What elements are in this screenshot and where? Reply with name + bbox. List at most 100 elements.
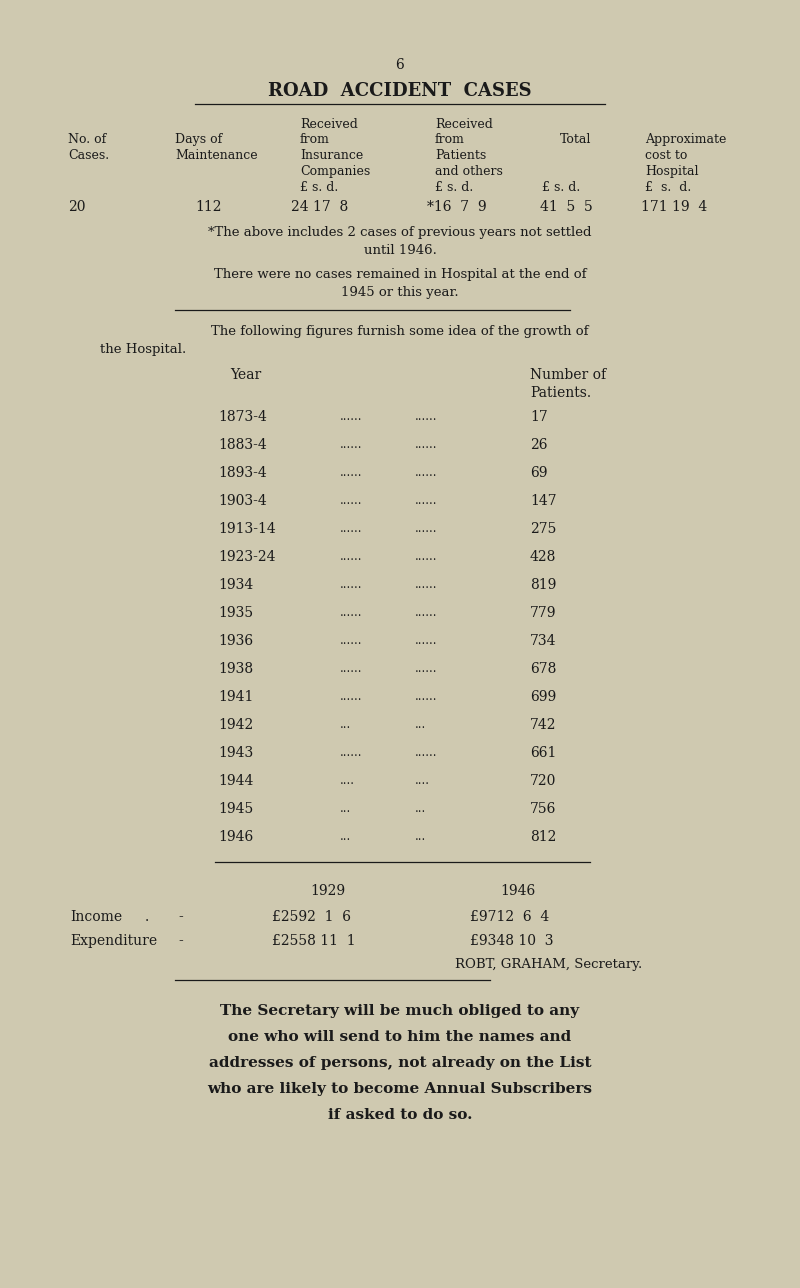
Text: ......: ......: [415, 522, 438, 535]
Text: 147: 147: [530, 495, 557, 507]
Text: ......: ......: [415, 410, 438, 422]
Text: ......: ......: [415, 438, 438, 451]
Text: and others: and others: [435, 165, 503, 178]
Text: 756: 756: [530, 802, 556, 817]
Text: ......: ......: [415, 605, 438, 620]
Text: 661: 661: [530, 746, 556, 760]
Text: who are likely to become Annual Subscribers: who are likely to become Annual Subscrib…: [207, 1082, 593, 1096]
Text: Hospital: Hospital: [645, 165, 698, 178]
Text: Companies: Companies: [300, 165, 370, 178]
Text: ...: ...: [340, 717, 351, 732]
Text: ......: ......: [340, 410, 362, 422]
Text: £9348 10  3: £9348 10 3: [470, 934, 554, 948]
Text: 1944: 1944: [218, 774, 254, 788]
Text: £ s. d.: £ s. d.: [542, 182, 580, 194]
Text: 17: 17: [530, 410, 548, 424]
Text: 1946: 1946: [500, 884, 535, 898]
Text: ......: ......: [340, 662, 362, 675]
Text: ......: ......: [340, 550, 362, 563]
Text: ......: ......: [415, 578, 438, 591]
Text: *The above includes 2 cases of previous years not settled: *The above includes 2 cases of previous …: [208, 225, 592, 240]
Text: There were no cases remained in Hospital at the end of: There were no cases remained in Hospital…: [214, 268, 586, 281]
Text: 69: 69: [530, 466, 547, 480]
Text: £ s. d.: £ s. d.: [300, 182, 338, 194]
Text: -: -: [178, 911, 182, 923]
Text: ....: ....: [340, 774, 355, 787]
Text: if asked to do so.: if asked to do so.: [328, 1108, 472, 1122]
Text: The Secretary will be much obliged to any: The Secretary will be much obliged to an…: [221, 1005, 579, 1018]
Text: 742: 742: [530, 717, 557, 732]
Text: 20: 20: [68, 200, 86, 214]
Text: 1935: 1935: [218, 605, 253, 620]
Text: The following figures furnish some idea of the growth of: The following figures furnish some idea …: [211, 325, 589, 337]
Text: ROBT, GRAHAM, Secretary.: ROBT, GRAHAM, Secretary.: [455, 958, 642, 971]
Text: 1903-4: 1903-4: [218, 495, 266, 507]
Text: ......: ......: [415, 495, 438, 507]
Text: ......: ......: [340, 746, 362, 759]
Text: ......: ......: [340, 578, 362, 591]
Text: Insurance: Insurance: [300, 149, 363, 162]
Text: .: .: [145, 911, 150, 923]
Text: ......: ......: [340, 522, 362, 535]
Text: Patients: Patients: [435, 149, 486, 162]
Text: ......: ......: [415, 662, 438, 675]
Text: £9712  6  4: £9712 6 4: [470, 911, 550, 923]
Text: 6: 6: [396, 58, 404, 72]
Text: 1923-24: 1923-24: [218, 550, 275, 564]
Text: 678: 678: [530, 662, 556, 676]
Text: Received: Received: [435, 118, 493, 131]
Text: 171 19  4: 171 19 4: [641, 200, 707, 214]
Text: 1945 or this year.: 1945 or this year.: [341, 286, 459, 299]
Text: 1913-14: 1913-14: [218, 522, 276, 536]
Text: ......: ......: [340, 438, 362, 451]
Text: 1946: 1946: [218, 829, 254, 844]
Text: ......: ......: [415, 634, 438, 647]
Text: ......: ......: [415, 690, 438, 703]
Text: 1893-4: 1893-4: [218, 466, 266, 480]
Text: 734: 734: [530, 634, 557, 648]
Text: Patients.: Patients.: [530, 386, 591, 401]
Text: 428: 428: [530, 550, 556, 564]
Text: £2592  1  6: £2592 1 6: [272, 911, 351, 923]
Text: -: -: [178, 934, 182, 948]
Text: 1934: 1934: [218, 578, 254, 592]
Text: 1945: 1945: [218, 802, 254, 817]
Text: addresses of persons, not already on the List: addresses of persons, not already on the…: [209, 1056, 591, 1070]
Text: the Hospital.: the Hospital.: [100, 343, 186, 355]
Text: ...: ...: [415, 829, 426, 844]
Text: ....: ....: [415, 774, 430, 787]
Text: 1936: 1936: [218, 634, 253, 648]
Text: cost to: cost to: [645, 149, 687, 162]
Text: Maintenance: Maintenance: [175, 149, 258, 162]
Text: Received: Received: [300, 118, 358, 131]
Text: ......: ......: [340, 605, 362, 620]
Text: 1873-4: 1873-4: [218, 410, 267, 424]
Text: 720: 720: [530, 774, 556, 788]
Text: 1943: 1943: [218, 746, 254, 760]
Text: 1938: 1938: [218, 662, 253, 676]
Text: 112: 112: [195, 200, 222, 214]
Text: *16  7  9: *16 7 9: [427, 200, 486, 214]
Text: Days of: Days of: [175, 133, 222, 146]
Text: Approximate: Approximate: [645, 133, 726, 146]
Text: 819: 819: [530, 578, 556, 592]
Text: from: from: [300, 133, 330, 146]
Text: 26: 26: [530, 438, 547, 452]
Text: Income: Income: [70, 911, 122, 923]
Text: 1942: 1942: [218, 717, 254, 732]
Text: ...: ...: [415, 717, 426, 732]
Text: 1883-4: 1883-4: [218, 438, 266, 452]
Text: 1929: 1929: [310, 884, 345, 898]
Text: one who will send to him the names and: one who will send to him the names and: [228, 1030, 572, 1045]
Text: Expenditure: Expenditure: [70, 934, 157, 948]
Text: until 1946.: until 1946.: [363, 243, 437, 258]
Text: ...: ...: [340, 802, 351, 815]
Text: 779: 779: [530, 605, 557, 620]
Text: £2558 11  1: £2558 11 1: [272, 934, 356, 948]
Text: ......: ......: [415, 550, 438, 563]
Text: ......: ......: [340, 466, 362, 479]
Text: £  s.  d.: £ s. d.: [645, 182, 691, 194]
Text: ......: ......: [340, 495, 362, 507]
Text: ...: ...: [340, 829, 351, 844]
Text: Number of: Number of: [530, 368, 606, 383]
